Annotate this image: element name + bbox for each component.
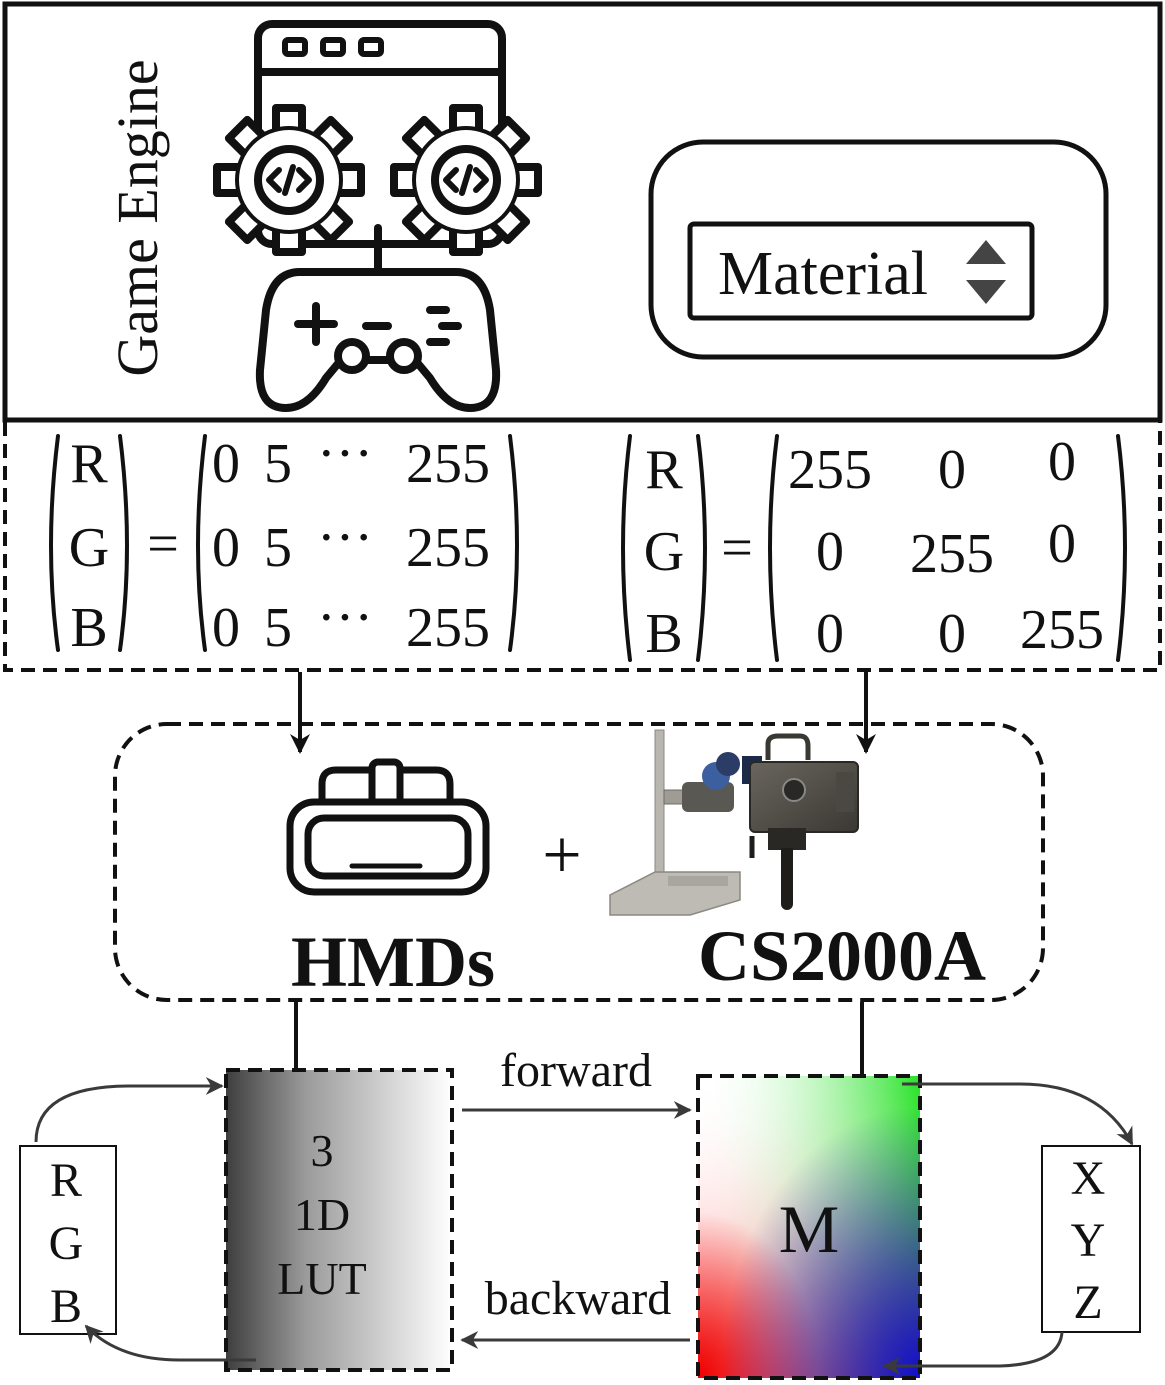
forward-label: forward [500,1044,652,1097]
matrix-cell: 0 [212,597,240,659]
lhs-r: R [645,439,683,501]
matrix-cell: 0 [212,433,240,495]
matrix-left: R G B = 0 5 ··· 255 0 5 ··· 255 0 5 ··· … [49,423,519,659]
matrix-cell: 5 [264,597,292,659]
xyz-to-m-arrow [882,1331,1064,1375]
spectroradiometer-photo [609,729,859,916]
xyz-z: Z [1073,1276,1102,1329]
xyz-box [1041,1145,1141,1333]
meter-label: CS2000A [698,916,986,996]
matrix-cell: 255 [406,597,490,659]
m-label: M [779,1191,839,1267]
matrix-cell: 255 [406,433,490,495]
matrix-cell: 255 [788,439,872,501]
matrix-cell: 5 [264,517,292,579]
m-matrix-box: M [696,1074,922,1380]
backward-label: backward [485,1272,672,1325]
rgb-g: G [49,1217,84,1270]
matrix-cell: 255 [406,517,490,579]
matrix-cell: 0 [1048,513,1076,575]
code-gear-icon [390,104,542,256]
material-dropdown[interactable]: Material [687,221,1035,321]
matrix-cell: 0 [212,517,240,579]
gamepad-icon [255,224,501,412]
matrix-panel: R G B = 0 5 ··· 255 0 5 ··· 255 0 5 ··· … [3,418,1162,672]
rgb-to-lut-arrow [34,1077,224,1143]
lut-line-3: LUT [277,1253,366,1304]
matrix-cell: 0 [1048,431,1076,493]
matrix-cell: ··· [317,507,373,569]
equals-sign: = [721,517,753,579]
lhs-r: R [70,433,108,495]
engine-title: Game Engine [105,59,170,376]
matrix-frame [3,418,1162,672]
devices-frame [113,722,1045,1002]
lhs-b: B [70,597,107,659]
rgb-b: B [50,1280,82,1333]
xyz-y: Y [1071,1214,1106,1267]
matrix-cell: 0 [816,521,844,583]
lut-box: 3 1D LUT [224,1068,454,1372]
matrix-cell: 5 [264,433,292,495]
devices-panel: + HMDs CS2000A [113,722,1045,1002]
rgb-r: R [50,1154,82,1207]
matrix-cell: ··· [317,423,373,485]
lut-to-rgb-arrow [84,1324,256,1362]
pipeline: R G B 3 1D LUT M X Y [19,1044,1141,1380]
dropdown-arrows-icon [966,240,1006,304]
material-dropdown-value: Material [718,240,928,308]
xyz-x: X [1071,1152,1106,1205]
code-gear-icon [213,104,365,256]
lhs-g: G [644,521,684,583]
matrix-cell: 255 [1020,599,1104,661]
lut-line-1: 3 [311,1125,334,1176]
matrix-cell: 0 [938,603,966,665]
matrix-cell: 0 [816,603,844,665]
matrix-right: R G B = 255 0 0 0 255 0 0 0 255 [621,431,1127,665]
hmd-label: HMDs [291,922,495,1002]
plus-sign: + [542,817,581,894]
matrix-cell: ··· [317,587,373,649]
rgb-box [19,1145,117,1335]
vr-headset-icon [286,758,490,896]
matrix-cell: 0 [938,439,966,501]
m-to-xyz-arrow [902,1082,1134,1146]
lhs-b: B [645,603,682,665]
lut-line-2: 1D [294,1189,350,1240]
lhs-g: G [69,517,109,579]
matrix-cell: 255 [910,523,994,585]
equals-sign: = [147,513,179,575]
game-engine-panel: Game Engine [2,1,1163,423]
